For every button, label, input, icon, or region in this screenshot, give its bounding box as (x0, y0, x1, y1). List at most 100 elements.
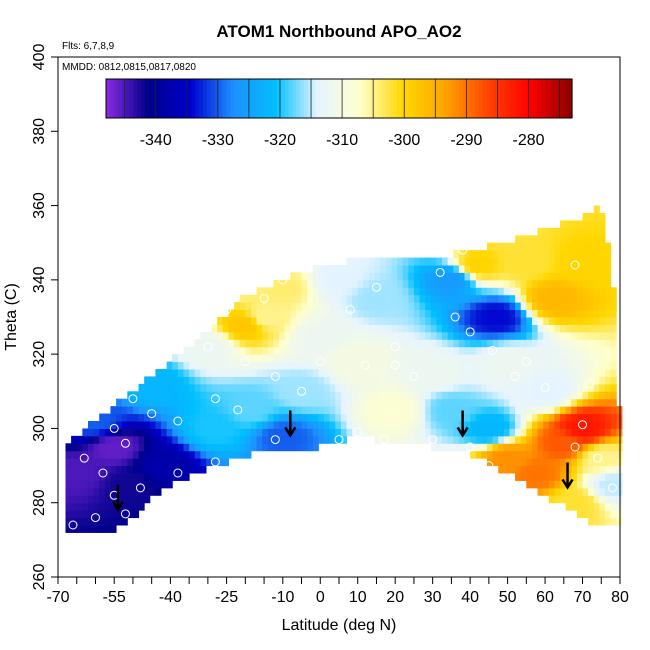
heatmap-cell (436, 257, 443, 266)
heatmap-cell (610, 458, 617, 467)
heatmap-cell (515, 428, 522, 437)
heatmap-cell (245, 435, 252, 444)
heatmap-cell (492, 265, 499, 273)
heatmap-cell (503, 302, 510, 311)
heatmap-cell (565, 287, 572, 296)
heatmap-cell (576, 443, 584, 452)
heatmap-cell (340, 413, 347, 422)
heatmap-cell (110, 435, 117, 444)
heatmap-cell (605, 398, 612, 407)
heatmap-cell (352, 287, 359, 296)
heatmap-cell (464, 421, 471, 429)
sample-point (120, 438, 130, 448)
heatmap-cell (380, 398, 387, 407)
heatmap-cell (324, 421, 331, 429)
heatmap-cell (200, 339, 207, 348)
heatmap-cell (442, 443, 449, 452)
heatmap-cell (526, 383, 533, 392)
heatmap-cell (453, 287, 460, 296)
heatmap-cell (526, 265, 533, 273)
heatmap-cell (127, 421, 134, 429)
heatmap-cell (104, 517, 111, 526)
heatmap-cell (99, 495, 106, 504)
heatmap-cell (267, 339, 274, 348)
heatmap-cell (256, 287, 263, 296)
heatmap-cell (340, 391, 347, 400)
heatmap-cell (593, 517, 600, 526)
heatmap-cell (380, 339, 387, 348)
heatmap-cell (526, 406, 533, 415)
heatmap-cell (161, 369, 168, 377)
heatmap-cell (284, 354, 291, 363)
heatmap-cell (470, 435, 477, 444)
heatmap-cell (453, 294, 460, 303)
heatmap-cell (475, 317, 482, 325)
heatmap-cell (205, 443, 213, 452)
heatmap-cell (520, 413, 527, 422)
heatmap-cell (531, 287, 539, 296)
heatmap-cell (571, 235, 578, 244)
heatmap-cell (340, 302, 347, 311)
heatmap-cell (368, 294, 376, 303)
heatmap-cell (548, 324, 555, 333)
heatmap-cell (318, 406, 325, 415)
heatmap-cell (380, 279, 387, 288)
heatmap-cell (290, 383, 297, 392)
heatmap-cell (413, 428, 421, 437)
heatmap-cell (284, 302, 291, 311)
heatmap-cell (211, 450, 218, 459)
heatmap-cell (262, 413, 269, 422)
heatmap-cell (363, 324, 370, 333)
heatmap-cell (318, 391, 325, 400)
heatmap-cell (576, 376, 584, 385)
heatmap-cell (262, 324, 269, 333)
heatmap-cell (335, 339, 342, 348)
heatmap-cell (312, 406, 319, 415)
heatmap-cell (166, 361, 173, 370)
heatmap-cell (189, 443, 196, 452)
heatmap-cell (436, 354, 443, 363)
heatmap-cell (217, 421, 224, 429)
heatmap-cell (200, 428, 207, 437)
heatmap-cell (93, 502, 100, 511)
heatmap-cell (295, 443, 303, 452)
heatmap-cell (616, 517, 623, 526)
heatmap-cell (582, 406, 589, 415)
heatmap-cell (121, 406, 128, 415)
heatmap-cell (470, 302, 477, 311)
heatmap-cell (295, 369, 303, 377)
sample-point (315, 256, 325, 266)
heatmap-cell (380, 331, 387, 340)
heatmap-cell (138, 450, 145, 459)
heatmap-cell (284, 398, 291, 407)
heatmap-cell (413, 361, 421, 370)
heatmap-cell (161, 450, 168, 459)
heatmap-cell (605, 317, 612, 325)
heatmap-cell (560, 487, 567, 496)
heatmap-cell (481, 287, 488, 296)
heatmap-cell (301, 346, 308, 355)
heatmap-cell (402, 435, 409, 444)
heatmap-cell (492, 450, 499, 459)
heatmap-cell (402, 287, 409, 296)
heatmap-cell (486, 369, 494, 377)
heatmap-cell (610, 391, 617, 400)
heatmap-cell (526, 317, 533, 325)
heatmap-cell (537, 309, 544, 318)
heatmap-cell (363, 428, 370, 437)
heatmap-cell (588, 309, 595, 318)
heatmap-cell (324, 317, 331, 325)
heatmap-cell (301, 376, 308, 385)
heatmap-cell (419, 435, 426, 444)
heatmap-cell (273, 383, 280, 392)
heatmap-cell (256, 413, 263, 422)
heatmap-cell (290, 413, 297, 422)
heatmap-cell (408, 324, 415, 333)
heatmap-cell (189, 361, 196, 370)
heatmap-cell (588, 287, 595, 296)
heatmap-cell (250, 369, 258, 377)
heatmap-cell (537, 450, 544, 459)
heatmap-cell (565, 250, 572, 259)
heatmap-cell (279, 443, 286, 452)
colorbar-swatch (482, 79, 488, 118)
